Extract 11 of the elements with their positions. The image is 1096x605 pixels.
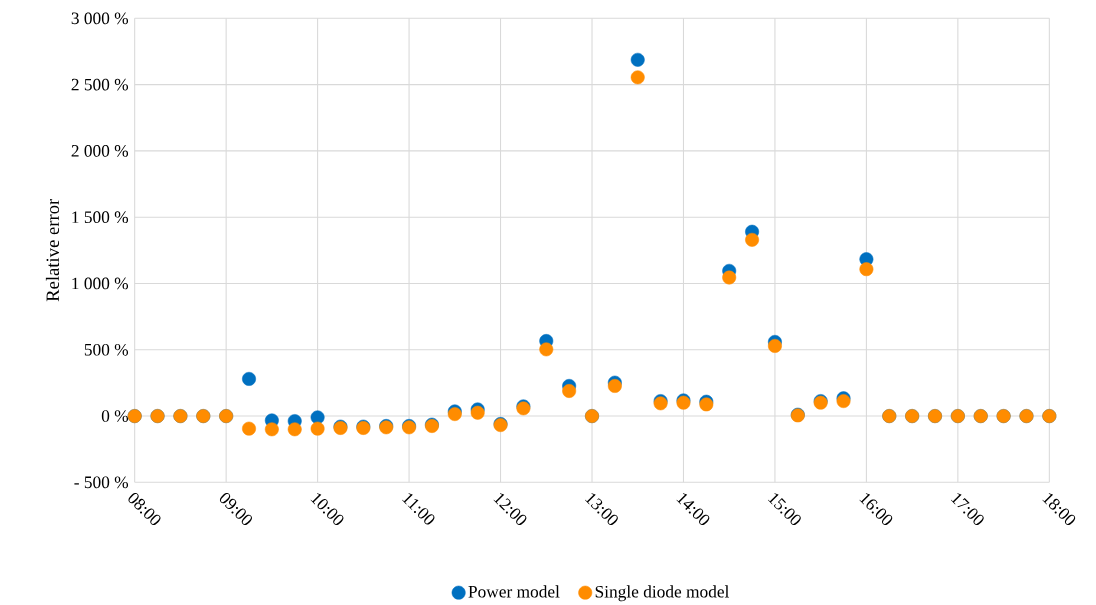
y-tick-label: 1 000 % (72, 277, 129, 290)
y-tick-label: 500 % (84, 343, 129, 356)
y-tick-label: 2 500 % (71, 78, 129, 91)
y-tick-label: 1 500 % (72, 211, 129, 223)
y-tick-label: 0 % (101, 410, 129, 422)
y-tick-label: 2 000 % (71, 144, 129, 157)
y-tick-label: - 500 % (74, 476, 129, 489)
y-axis-title: Relative error (45, 198, 60, 302)
legend-label: Power model (468, 585, 560, 598)
legend-label: Single diode model (595, 585, 730, 601)
y-tick-label: 3 000 % (71, 12, 129, 25)
